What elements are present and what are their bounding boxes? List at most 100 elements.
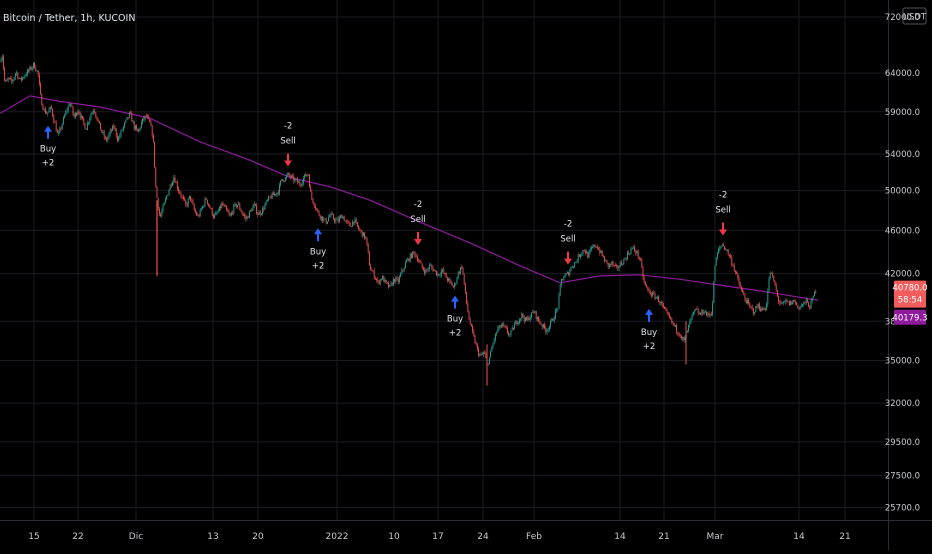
candle [389,284,391,288]
candle [576,259,578,264]
candle [797,305,799,309]
candle [127,117,129,120]
currency-badge[interactable]: USDT [902,7,927,25]
buy-signal[interactable]: Buy +2 [447,295,463,339]
candle [288,171,290,178]
candle [40,81,42,95]
candle [570,266,572,272]
sell-signal[interactable]: -2 Sell [280,121,296,167]
candle [612,260,614,267]
candle [79,111,81,120]
candle [756,303,758,309]
candle [269,196,271,198]
candle [527,315,529,322]
candle [226,205,228,212]
candle [404,260,406,269]
candle [496,331,498,337]
candle [572,266,574,269]
candle [720,245,722,250]
candle [325,217,327,225]
candle [494,333,496,343]
candle [702,308,704,316]
sell-signal[interactable]: -2 Sell [715,191,731,236]
candle [77,109,79,116]
candle [617,264,619,272]
x-tick-label: 21 [658,532,669,542]
candle [162,203,164,214]
candle [792,299,794,305]
candle [328,214,330,222]
candle [544,322,546,330]
candle [30,65,32,71]
candle [438,274,440,277]
candle [377,277,379,284]
candle [10,76,12,81]
candle [362,231,364,237]
candle [672,320,674,326]
candle [158,206,160,217]
candle [637,249,639,260]
candle [752,307,754,316]
candle [437,272,439,278]
candle [43,107,45,112]
candle [138,128,140,134]
candle [636,249,638,256]
candle [707,311,709,318]
candle [628,250,630,255]
candle [806,298,808,303]
candle [173,174,175,185]
candle [691,313,693,321]
candle [634,244,636,252]
candle [451,282,453,287]
candle [749,302,751,309]
candle [671,317,673,325]
candle [343,215,345,222]
sell-signal[interactable]: -2 Sell [560,220,576,265]
candle [283,180,285,183]
candle [492,342,494,350]
buy-signal[interactable]: Buy +2 [40,125,56,169]
candle [164,197,166,204]
candle [128,111,130,119]
ma-value-label: 40179.3 [892,309,928,325]
candle [156,186,158,199]
candle [508,330,510,337]
candle [697,307,699,316]
candle [37,70,39,78]
candle [774,280,776,287]
candle [499,324,501,330]
buy-signal[interactable]: Buy +2 [310,228,326,271]
candle [174,174,176,183]
candle [287,172,289,177]
candle [223,203,225,208]
y-tick-label: 50000.0 [885,187,920,197]
buy-signal[interactable]: Buy +2 [641,308,657,352]
candle [726,249,728,253]
candle [656,295,658,300]
candle [260,213,262,216]
candle [626,250,628,261]
candle [296,176,298,185]
signal-label: Sell [410,215,425,225]
x-tick-label: 21 [839,532,850,542]
candle [673,322,675,328]
candle [137,128,139,132]
candle [72,106,74,116]
candle [222,201,224,206]
candle [604,256,606,264]
candle [97,118,99,123]
candle [149,118,151,123]
candle [814,291,816,296]
candle [382,275,384,280]
candle [730,253,732,259]
sell-arrow-icon [564,251,572,265]
sell-signal[interactable]: -2 Sell [410,200,426,246]
signal-layer: Buy +2 -2 Sell Buy +2 -2 Sell Buy +2 -2 Sell Buy +2 -2… [40,121,731,351]
candle [563,275,565,282]
price-axis-layer: 72000.0 64000.0 59000.0 54000.0 50000.0 46000… [885,0,928,550]
candle [211,207,213,217]
candle [509,333,511,338]
candle [715,256,717,266]
